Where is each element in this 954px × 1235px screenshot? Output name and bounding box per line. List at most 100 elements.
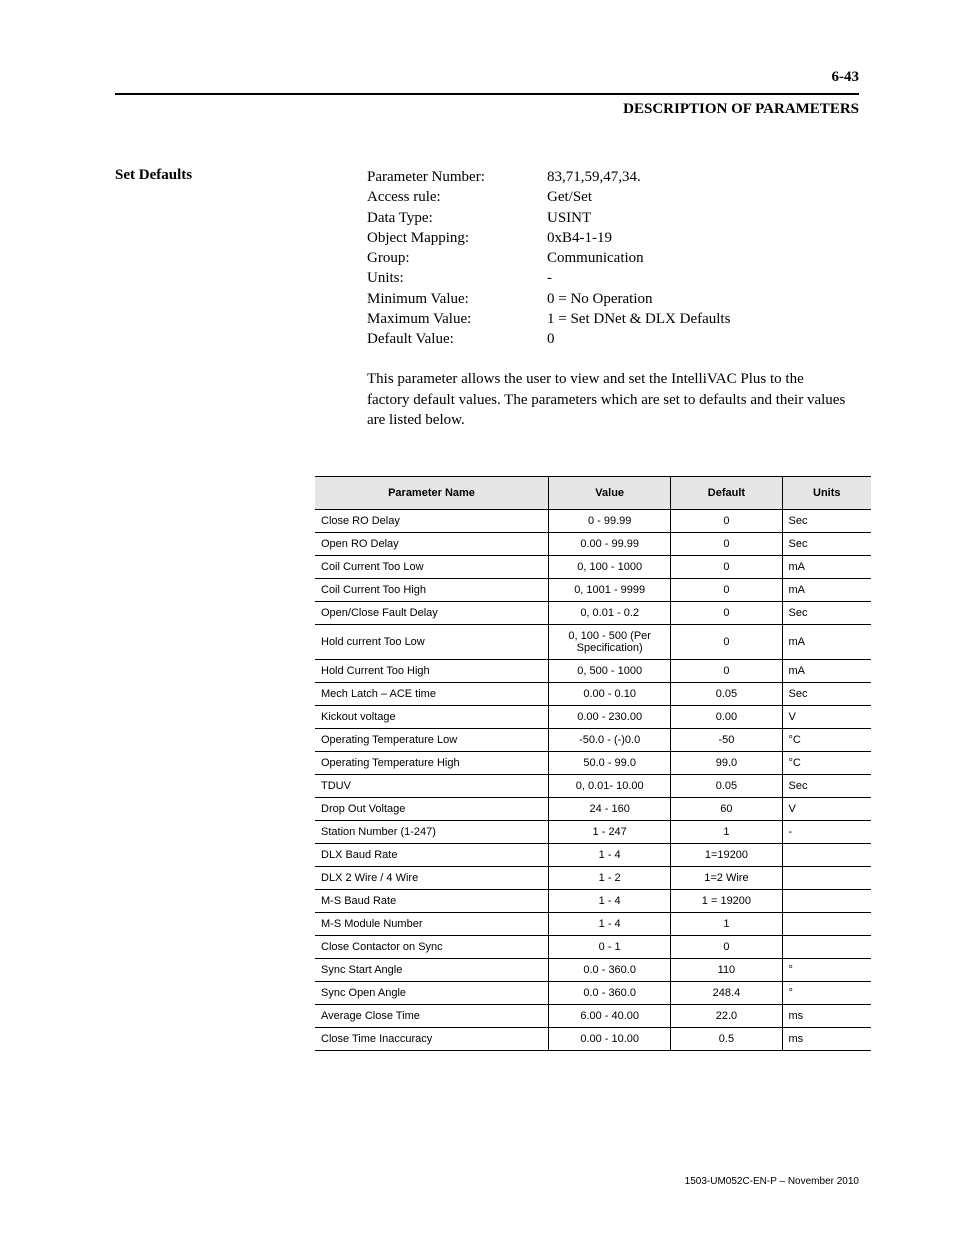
table-cell: Operating Temperature Low bbox=[315, 729, 549, 752]
attribute-row: Minimum Value:0 = No Operation bbox=[367, 289, 859, 309]
defaults-table-wrapper: Parameter NameValueDefaultUnits Close RO… bbox=[315, 476, 871, 1051]
table-cell: 0 - 1 bbox=[549, 936, 671, 959]
table-row: Average Close Time6.00 - 40.0022.0ms bbox=[315, 1005, 871, 1028]
page-container: 6-43 DESCRIPTION OF PARAMETERS Set Defau… bbox=[0, 0, 954, 1091]
table-cell: ms bbox=[782, 1005, 871, 1028]
attribute-key: Data Type: bbox=[367, 208, 547, 228]
page-number: 6-43 bbox=[832, 69, 860, 86]
table-cell: 99.0 bbox=[671, 752, 782, 775]
attribute-row: Default Value:0 bbox=[367, 329, 859, 349]
table-cell: 0.00 - 10.00 bbox=[549, 1028, 671, 1051]
attribute-row: Access rule:Get/Set bbox=[367, 187, 859, 207]
table-row: M-S Module Number1 - 41 bbox=[315, 913, 871, 936]
table-cell: 0, 100 - 500 (Per Specification) bbox=[549, 625, 671, 660]
table-cell bbox=[782, 913, 871, 936]
table-cell: 1 - 4 bbox=[549, 913, 671, 936]
table-cell: Sec bbox=[782, 533, 871, 556]
table-cell: mA bbox=[782, 579, 871, 602]
table-row: Close RO Delay0 - 99.990Sec bbox=[315, 510, 871, 533]
table-row: Drop Out Voltage24 - 16060V bbox=[315, 798, 871, 821]
table-cell: - bbox=[782, 821, 871, 844]
attribute-key: Parameter Number: bbox=[367, 167, 547, 187]
description-paragraph: This parameter allows the user to view a… bbox=[367, 369, 847, 430]
table-cell: Close RO Delay bbox=[315, 510, 549, 533]
table-cell: 60 bbox=[671, 798, 782, 821]
table-cell bbox=[782, 890, 871, 913]
table-cell: Hold current Too Low bbox=[315, 625, 549, 660]
parameter-attributes-list: Parameter Number:83,71,59,47,34.Access r… bbox=[367, 167, 859, 349]
table-row: Open/Close Fault Delay0, 0.01 - 0.20Sec bbox=[315, 602, 871, 625]
table-cell: 0 - 99.99 bbox=[549, 510, 671, 533]
table-row: Mech Latch – ACE time0.00 - 0.100.05Sec bbox=[315, 683, 871, 706]
table-cell: Kickout voltage bbox=[315, 706, 549, 729]
attribute-key: Units: bbox=[367, 268, 547, 288]
table-cell: ° bbox=[782, 959, 871, 982]
table-cell: °C bbox=[782, 729, 871, 752]
attribute-key: Maximum Value: bbox=[367, 309, 547, 329]
table-row: Close Contactor on Sync0 - 10 bbox=[315, 936, 871, 959]
table-cell: 0, 0.01 - 0.2 bbox=[549, 602, 671, 625]
table-cell: 1 - 2 bbox=[549, 867, 671, 890]
table-cell: 0.0 - 360.0 bbox=[549, 959, 671, 982]
table-cell: 0.05 bbox=[671, 683, 782, 706]
table-cell: 0, 1001 - 9999 bbox=[549, 579, 671, 602]
table-row: Coil Current Too High0, 1001 - 99990mA bbox=[315, 579, 871, 602]
page-title: DESCRIPTION OF PARAMETERS bbox=[623, 101, 859, 118]
table-cell: 1=19200 bbox=[671, 844, 782, 867]
table-cell: 0.0 - 360.0 bbox=[549, 982, 671, 1005]
attribute-value: 0 = No Operation bbox=[547, 289, 859, 309]
table-row: DLX Baud Rate1 - 41=19200 bbox=[315, 844, 871, 867]
table-cell: mA bbox=[782, 660, 871, 683]
table-cell: 0 bbox=[671, 625, 782, 660]
table-cell: 1=2 Wire bbox=[671, 867, 782, 890]
table-cell: ms bbox=[782, 1028, 871, 1051]
table-cell: Sec bbox=[782, 510, 871, 533]
table-row: Close Time Inaccuracy0.00 - 10.000.5ms bbox=[315, 1028, 871, 1051]
attribute-value: Get/Set bbox=[547, 187, 859, 207]
table-cell: 50.0 - 99.0 bbox=[549, 752, 671, 775]
table-cell bbox=[782, 844, 871, 867]
table-cell: Close Contactor on Sync bbox=[315, 936, 549, 959]
attribute-row: Object Mapping:0xB4-1-19 bbox=[367, 228, 859, 248]
table-cell: 1 = 19200 bbox=[671, 890, 782, 913]
table-cell: 0 bbox=[671, 533, 782, 556]
attribute-row: Maximum Value:1 = Set DNet & DLX Default… bbox=[367, 309, 859, 329]
table-cell: 110 bbox=[671, 959, 782, 982]
table-cell: mA bbox=[782, 556, 871, 579]
column-header: Parameter Name bbox=[315, 477, 549, 510]
table-cell: 0, 0.01- 10.00 bbox=[549, 775, 671, 798]
table-cell: 0 bbox=[671, 510, 782, 533]
table-cell: Sec bbox=[782, 602, 871, 625]
table-cell: Station Number (1-247) bbox=[315, 821, 549, 844]
table-cell: 24 - 160 bbox=[549, 798, 671, 821]
table-cell: 0 bbox=[671, 936, 782, 959]
table-row: Hold Current Too High0, 500 - 10000mA bbox=[315, 660, 871, 683]
table-cell: 0 bbox=[671, 602, 782, 625]
attribute-value: Communication bbox=[547, 248, 859, 268]
table-cell bbox=[782, 867, 871, 890]
section-body: Parameter Number:83,71,59,47,34.Access r… bbox=[367, 167, 859, 430]
attribute-value: 0 bbox=[547, 329, 859, 349]
table-row: Kickout voltage0.00 - 230.000.00V bbox=[315, 706, 871, 729]
table-cell: 0 bbox=[671, 660, 782, 683]
table-cell: ° bbox=[782, 982, 871, 1005]
table-cell: 1 bbox=[671, 913, 782, 936]
table-cell: -50 bbox=[671, 729, 782, 752]
section-row: Set Defaults Parameter Number:83,71,59,4… bbox=[115, 167, 859, 430]
table-cell: 0, 100 - 1000 bbox=[549, 556, 671, 579]
table-row: Operating Temperature Low-50.0 - (-)0.0-… bbox=[315, 729, 871, 752]
table-cell: Coil Current Too Low bbox=[315, 556, 549, 579]
table-cell: 1 - 4 bbox=[549, 890, 671, 913]
attribute-value: USINT bbox=[547, 208, 859, 228]
attribute-row: Units:- bbox=[367, 268, 859, 288]
table-cell: 1 bbox=[671, 821, 782, 844]
table-cell: -50.0 - (-)0.0 bbox=[549, 729, 671, 752]
attribute-row: Parameter Number:83,71,59,47,34. bbox=[367, 167, 859, 187]
table-cell: Mech Latch – ACE time bbox=[315, 683, 549, 706]
table-cell: 0 bbox=[671, 579, 782, 602]
table-row: Sync Start Angle0.0 - 360.0110° bbox=[315, 959, 871, 982]
table-cell: 0.00 - 0.10 bbox=[549, 683, 671, 706]
attribute-value: 0xB4-1-19 bbox=[547, 228, 859, 248]
table-cell: Hold Current Too High bbox=[315, 660, 549, 683]
column-header: Default bbox=[671, 477, 782, 510]
